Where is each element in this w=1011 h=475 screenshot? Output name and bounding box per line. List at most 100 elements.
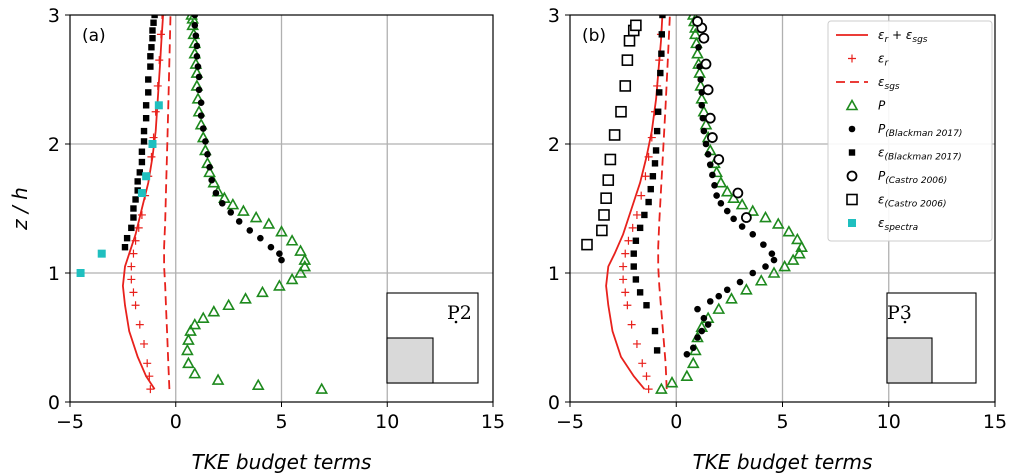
point-eps_r (134, 223, 143, 232)
point-P (222, 298, 235, 311)
point-P (188, 317, 202, 330)
point-P (686, 356, 700, 369)
point-P (188, 366, 202, 379)
point-eps_r (621, 249, 630, 258)
legend-box (827, 20, 993, 242)
point-eps_r (135, 320, 144, 329)
point-eps_blackman (147, 53, 154, 60)
point-P (791, 232, 804, 245)
point-P_blackman (730, 215, 737, 223)
point-P_blackman (235, 218, 243, 225)
legend-label-main: ε (878, 75, 885, 89)
point-eps_r (642, 372, 651, 381)
point-P_blackman (195, 73, 203, 81)
legend-label-sub: (Castro 2006) (885, 200, 947, 210)
legend-label: εr + εsgs (878, 28, 928, 45)
point-eps_castro (630, 19, 642, 32)
point-P (285, 272, 299, 285)
point-P (196, 311, 210, 323)
point-P (710, 165, 723, 178)
point-P (782, 225, 796, 237)
point-P_blackman (199, 125, 207, 132)
x-tick-label: 10 (877, 411, 901, 433)
y-tick-label: 3 (48, 5, 60, 27)
point-P (795, 240, 808, 252)
point-eps_r (627, 320, 636, 329)
point-P_blackman (193, 52, 201, 60)
legend-label-sub: r (885, 35, 890, 45)
point-P_blackman (204, 151, 211, 158)
legend-label-main: + ε (888, 28, 913, 42)
x-tick-label: −5 (556, 411, 584, 433)
legend-symbol (845, 98, 859, 111)
legend-symbol (848, 219, 856, 227)
point-P (315, 382, 329, 394)
point-P_castro (692, 16, 703, 27)
probe-point (454, 320, 458, 324)
inset-building (386, 337, 434, 384)
point-P (740, 283, 753, 295)
point-P_blackman (709, 171, 716, 179)
legend-label-main: ε (878, 28, 885, 42)
x-tick-label: −5 (56, 411, 84, 433)
point-eps_r (131, 236, 140, 245)
point-P_blackman (704, 321, 712, 328)
point-eps_blackman (130, 205, 137, 212)
legend-label: εr (878, 52, 890, 69)
point-eps_blackman (134, 187, 141, 194)
point-P_blackman (208, 176, 216, 184)
point-eps_spectra (142, 172, 151, 181)
point-eps_blackman (134, 178, 141, 185)
point-P_blackman (212, 189, 220, 197)
x-axis-label: TKE budget terms (693, 450, 873, 474)
point-eps_blackman (630, 250, 637, 257)
point-P_blackman (695, 43, 702, 51)
point-eps_r (632, 210, 641, 219)
series-group (581, 15, 808, 394)
point-P (714, 176, 728, 188)
point-P (298, 253, 312, 265)
legend-label: εspectra (878, 216, 918, 233)
point-eps_spectra (148, 140, 157, 148)
point-P (251, 378, 265, 391)
point-eps_r (638, 359, 647, 368)
point-eps_r (644, 152, 653, 161)
point-P_blackman (267, 243, 275, 251)
point-eps_blackman (128, 224, 135, 232)
point-eps_r (619, 262, 628, 271)
x-tick-label: 15 (481, 411, 505, 433)
x-tick-label: 5 (275, 411, 287, 433)
point-eps_blackman (649, 173, 657, 180)
point-P_blackman (706, 161, 714, 168)
point-eps_blackman (653, 127, 661, 135)
legend-label-sub: sgs (885, 82, 900, 92)
point-eps_blackman (121, 244, 129, 251)
point-eps_blackman (643, 302, 650, 309)
point-eps_blackman (138, 158, 146, 166)
point-eps_blackman (651, 327, 659, 335)
point-P (712, 302, 726, 314)
series-eps_sgs (657, 15, 671, 390)
point-eps_blackman (656, 89, 663, 96)
legend-label: ε(Blackman 2017) (878, 146, 962, 163)
x-tick-label: 5 (776, 411, 788, 433)
point-eps_castro (604, 153, 617, 166)
point-P_blackman (218, 200, 226, 207)
point-P_blackman (194, 63, 202, 70)
point-P_blackman (689, 344, 697, 352)
point-eps_blackman (658, 31, 665, 38)
legend-label: P (878, 99, 886, 113)
point-eps_castro (623, 34, 636, 47)
point-P (239, 292, 252, 304)
point-P (285, 234, 299, 246)
y-tick-label: 2 (48, 134, 60, 156)
point-eps_blackman (123, 234, 131, 242)
point-eps_blackman (651, 160, 659, 167)
point-P (182, 333, 195, 345)
point-P_blackman (694, 305, 701, 313)
point-P_blackman (191, 15, 199, 19)
point-P (203, 165, 216, 178)
point-P (226, 197, 240, 210)
point-eps_r (158, 15, 167, 19)
